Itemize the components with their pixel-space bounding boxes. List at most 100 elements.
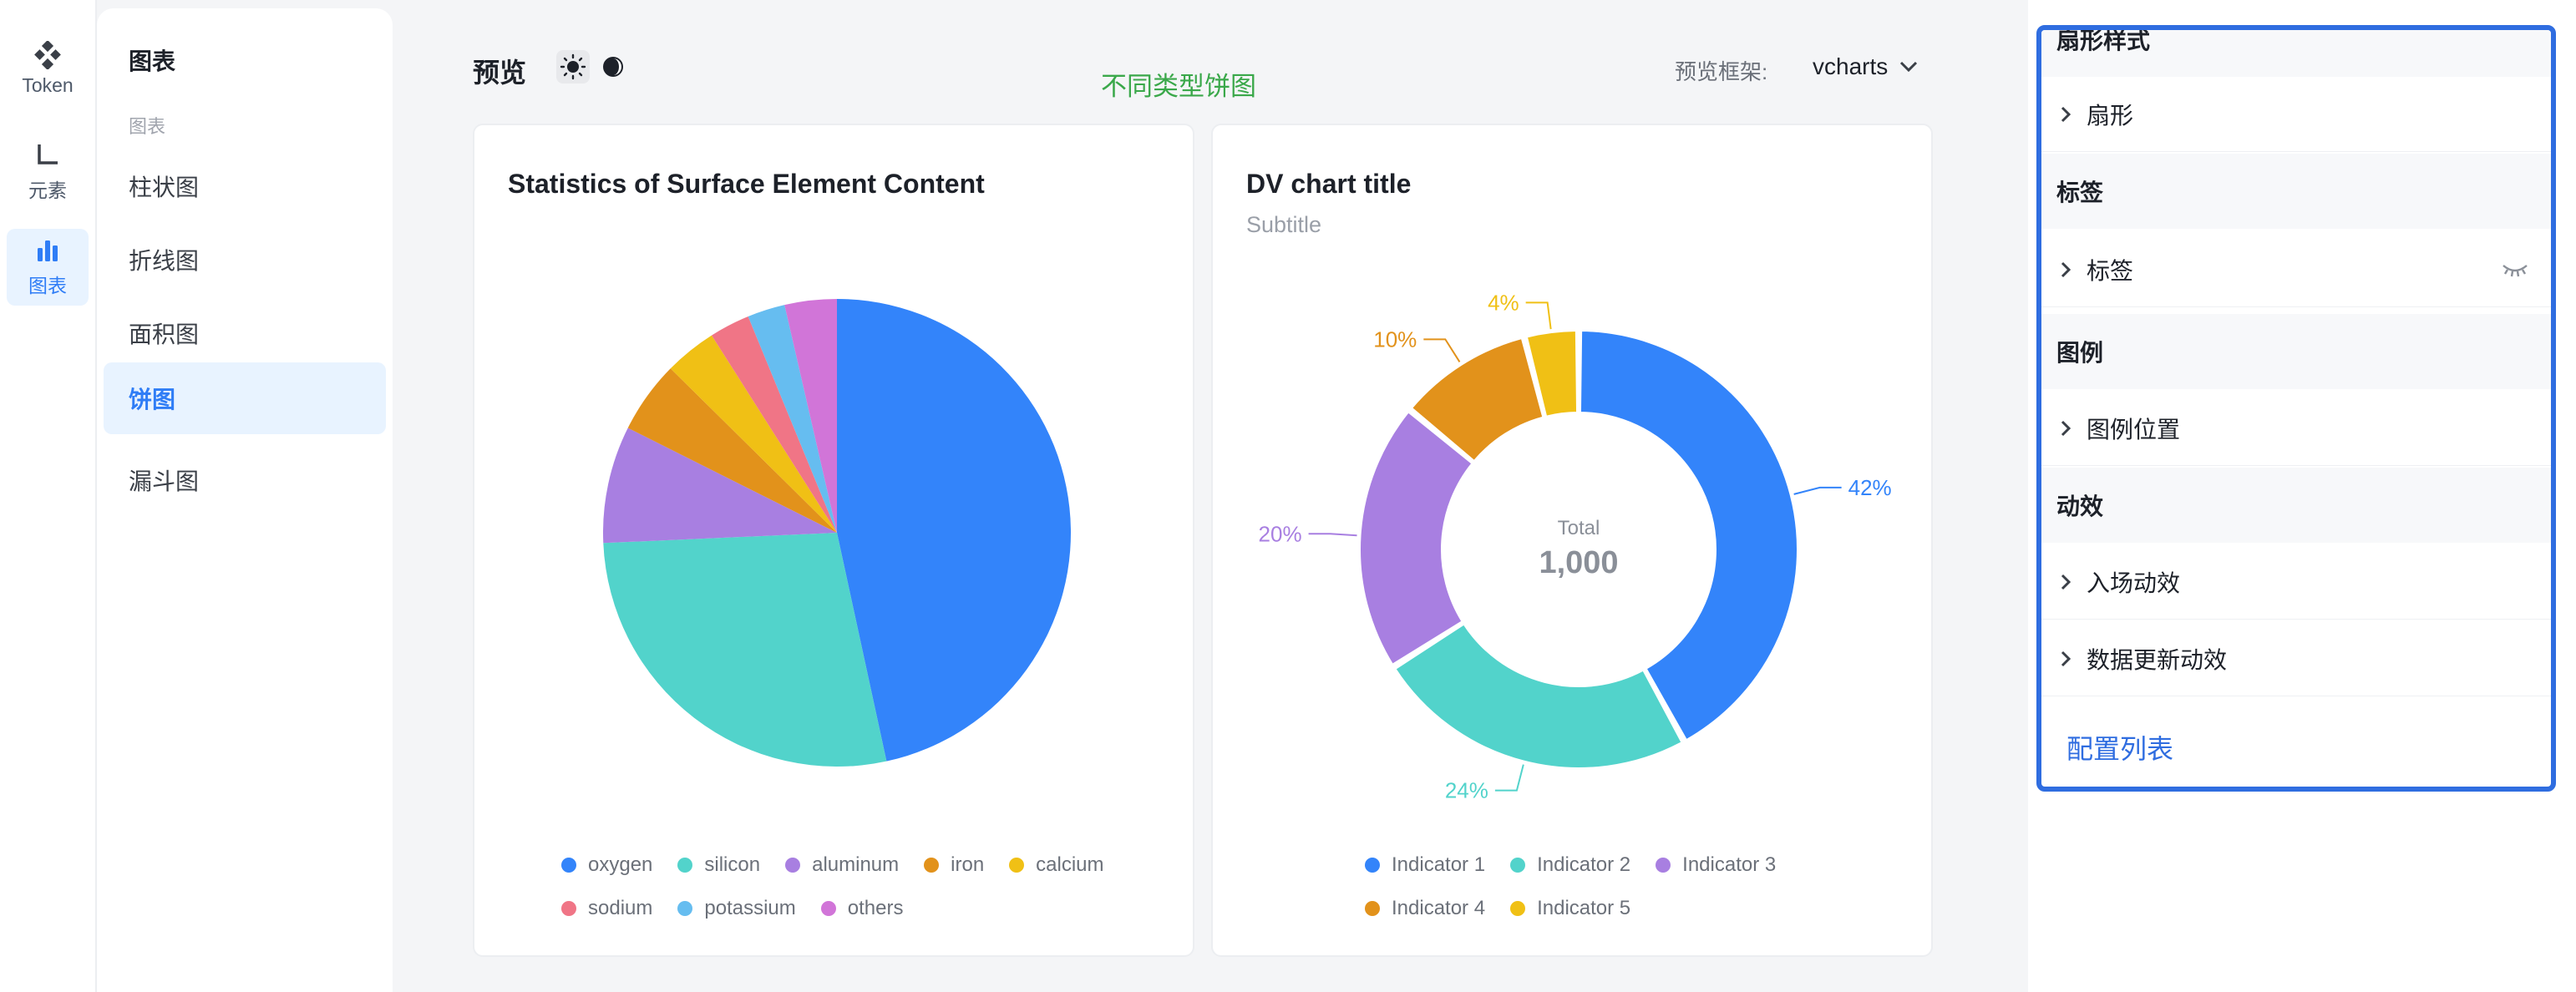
legend-item[interactable]: Indicator 1	[1365, 853, 1485, 877]
legend-dot	[1656, 858, 1671, 873]
config-row-enter-animation[interactable]: 入场动效	[2041, 544, 2551, 620]
donut-slice-1[interactable]	[1579, 330, 1798, 741]
legend-item[interactable]: iron	[924, 853, 984, 877]
rail-label-element: 元素	[28, 180, 67, 201]
donut-label-line	[1423, 338, 1461, 362]
pie-chart-card: Statistics of Surface Element Content ox…	[473, 124, 1194, 957]
legend-item[interactable]: aluminum	[785, 853, 899, 877]
nav-title: 图表	[129, 48, 176, 74]
legend-item[interactable]: others	[820, 897, 903, 920]
donut-slice-3[interactable]	[1359, 411, 1473, 666]
donut-slice-2[interactable]	[1394, 623, 1683, 769]
donut-label-line	[1494, 764, 1524, 792]
pie-slice-aluminum[interactable]	[603, 428, 837, 544]
pie-slice-sodium[interactable]	[711, 316, 837, 533]
dark-theme-button[interactable]	[596, 50, 630, 84]
element-icon	[38, 144, 58, 164]
donut-percent-label: 42%	[1848, 475, 1892, 500]
legend-dot	[677, 858, 693, 873]
legend-dot	[1365, 901, 1380, 916]
donut-legend: Indicator 1 Indicator 2 Indicator 3 Indi…	[1365, 843, 1801, 930]
eye-off-icon[interactable]	[2501, 261, 2529, 279]
section-animation: 动效	[2041, 468, 2551, 543]
token-icon	[34, 40, 61, 69]
legend-label: Indicator 2	[1537, 853, 1631, 876]
section-sector-style: 扇形样式	[2041, 30, 2551, 77]
pie-slice-oxygen[interactable]	[837, 299, 1071, 762]
nav-item-area[interactable]: 面积图	[129, 321, 200, 347]
legend-label: calcium	[1036, 853, 1104, 876]
config-row-sector[interactable]: 扇形	[2041, 77, 2551, 152]
legend-dot	[820, 901, 836, 916]
legend-dot	[1365, 858, 1380, 873]
legend-item[interactable]: oxygen	[561, 853, 652, 877]
pie-slice-iron[interactable]	[627, 368, 837, 533]
donut-slice-5[interactable]	[1525, 330, 1579, 418]
donut-percent-label: 4%	[1488, 290, 1519, 315]
config-row-label[interactable]: 标签	[2041, 232, 2551, 307]
legend-dot	[785, 858, 801, 873]
icon-rail: Token 元素 图表	[0, 0, 97, 992]
nav-item-pie[interactable]: 饼图	[104, 362, 386, 434]
legend-label: Indicator 5	[1537, 897, 1631, 919]
chevron-down-icon	[1900, 61, 1918, 73]
moon-icon	[603, 57, 623, 77]
rail-item-chart[interactable]: 图表	[7, 229, 89, 306]
legend-label: Indicator 4	[1392, 897, 1486, 919]
rail-item-element[interactable]: 元素	[7, 134, 89, 210]
preview-title: 预览	[473, 58, 527, 88]
framework-select[interactable]: vcharts	[1813, 48, 1918, 85]
chevron-right-icon	[2061, 650, 2071, 666]
donut-chart: 42% 24% 20% 10% 4% Total 1,000	[1259, 290, 1892, 802]
config-row-update-animation[interactable]: 数据更新动效	[2041, 621, 2551, 696]
rail-label-chart: 图表	[28, 275, 67, 296]
chart-title: DV chart title	[1246, 169, 1412, 199]
pie-slice-potassium[interactable]	[748, 305, 837, 533]
section-legend: 图例	[2041, 314, 2551, 389]
section-label: 标签	[2041, 154, 2551, 229]
legend-label: iron	[951, 853, 985, 876]
light-theme-button[interactable]	[556, 50, 590, 84]
config-row-legend-position[interactable]: 图例位置	[2041, 391, 2551, 466]
chevron-right-icon	[2061, 261, 2071, 277]
pie-legend: oxygen silicon aluminum iron calcium sod…	[561, 843, 1129, 930]
donut-slice-4[interactable]	[1410, 337, 1544, 463]
chart-icon	[38, 240, 58, 261]
config-list-link[interactable]: 配置列表	[2066, 734, 2174, 764]
legend-item[interactable]: Indicator 4	[1365, 897, 1485, 920]
legend-label: aluminum	[812, 853, 900, 876]
legend-item[interactable]: potassium	[677, 897, 796, 920]
pie-slice-others[interactable]	[784, 299, 837, 533]
pie-slice-calcium[interactable]	[670, 335, 837, 533]
annotation-text: 不同类型饼图	[1101, 72, 1256, 101]
nav-item-line[interactable]: 折线图	[129, 248, 200, 274]
rail-label-token: Token	[22, 73, 74, 96]
legend-dot	[924, 858, 940, 873]
config-panel: 扇形样式 扇形 标签 标签 图例 图例位置 动效 入场动效 数据更新动效 配置列…	[2036, 25, 2556, 792]
legend-item[interactable]: Indicator 2	[1510, 853, 1630, 877]
chevron-right-icon	[2061, 106, 2071, 122]
config-row-label: 入场动效	[2087, 569, 2181, 596]
legend-item[interactable]: Indicator 5	[1510, 897, 1630, 920]
legend-item[interactable]: sodium	[561, 897, 652, 920]
legend-label: sodium	[588, 897, 653, 919]
chart-title: Statistics of Surface Element Content	[508, 169, 985, 199]
donut-percent-label: 10%	[1373, 326, 1417, 352]
legend-label: Indicator 3	[1682, 853, 1777, 876]
pie-slice-silicon[interactable]	[603, 533, 887, 767]
nav-item-bar[interactable]: 柱状图	[129, 175, 200, 200]
legend-dot	[561, 901, 576, 916]
legend-item[interactable]: Indicator 3	[1656, 853, 1776, 877]
donut-label-line	[1525, 301, 1552, 330]
legend-item[interactable]: silicon	[677, 853, 760, 877]
config-row-label: 图例位置	[2087, 416, 2181, 443]
framework-value: vcharts	[1813, 53, 1889, 79]
legend-item[interactable]: calcium	[1009, 853, 1104, 877]
donut-percent-label: 20%	[1259, 521, 1302, 546]
chart-subtitle: Subtitle	[1246, 212, 1322, 237]
nav-item-funnel[interactable]: 漏斗图	[129, 468, 200, 494]
chevron-right-icon	[2061, 420, 2071, 436]
rail-item-token[interactable]: Token	[7, 30, 89, 107]
legend-dot	[1510, 901, 1526, 916]
legend-dot	[1510, 858, 1526, 873]
